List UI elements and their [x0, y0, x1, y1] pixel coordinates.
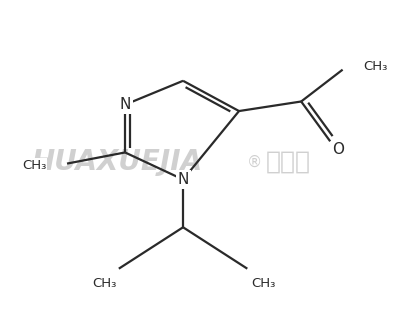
Text: CH₃: CH₃ [92, 276, 116, 290]
Text: O: O [333, 142, 344, 157]
Text: CH₃: CH₃ [363, 60, 388, 73]
Text: N: N [177, 172, 189, 187]
Text: CH₃: CH₃ [22, 159, 46, 172]
Text: N: N [119, 97, 131, 112]
Text: CH₃: CH₃ [252, 276, 276, 290]
Text: ®: ® [247, 155, 262, 169]
Text: HUAXUEJIA: HUAXUEJIA [32, 148, 203, 176]
Text: 化学加: 化学加 [266, 150, 311, 174]
